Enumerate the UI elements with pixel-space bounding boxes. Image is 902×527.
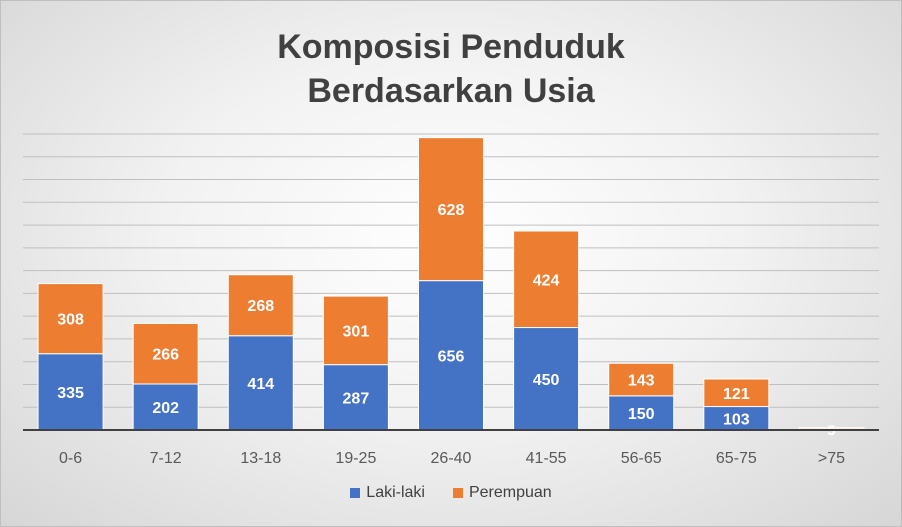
data-label: 268 — [247, 298, 274, 315]
bar-laki-laki — [608, 395, 675, 431]
data-label: 301 — [343, 323, 370, 340]
bar-perempuan — [798, 427, 865, 430]
data-label: 628 — [438, 202, 465, 219]
data-label: 103 — [723, 411, 750, 428]
x-tick-label: 26-40 — [431, 450, 472, 467]
data-label: 143 — [628, 373, 655, 390]
legend-item-perempuan: Perempuan — [452, 484, 552, 502]
data-label: 335 — [57, 385, 84, 402]
bar-perempuan — [132, 322, 199, 385]
data-label: 287 — [343, 390, 370, 407]
chart-title-line-1: Komposisi Penduduk — [277, 28, 625, 66]
x-tick-label: 19-25 — [335, 450, 376, 467]
chart-title-line-2: Berdasarkan Usia — [307, 72, 595, 110]
x-tick-label: 0-6 — [59, 450, 82, 467]
data-label: 202 — [152, 400, 179, 417]
data-label: 266 — [152, 347, 179, 364]
data-label: 308 — [57, 312, 84, 329]
legend-label-laki-laki: Laki-laki — [366, 484, 425, 501]
bar-perempuan — [227, 274, 294, 337]
x-tick-label: 56-65 — [621, 450, 662, 467]
bar-laki-laki — [132, 383, 199, 431]
legend-label-perempuan: Perempuan — [468, 484, 552, 501]
bar-perempuan — [418, 137, 484, 282]
x-tick-label: 65-75 — [716, 450, 757, 467]
bar-laki-laki — [322, 364, 389, 431]
x-tick-label: 7-12 — [150, 450, 182, 467]
bar-laki-laki — [227, 335, 294, 431]
data-label: 414 — [247, 376, 274, 393]
bar-laki-laki — [513, 327, 580, 431]
bar-perempuan — [322, 295, 389, 366]
data-label: 656 — [438, 348, 465, 365]
legend-swatch-perempuan — [452, 488, 463, 498]
bar-perempuan — [608, 362, 675, 397]
x-tick-label: 41-55 — [526, 450, 567, 467]
chart-title: Komposisi Penduduk Berdasarkan Usia — [1, 25, 901, 113]
bar-perempuan — [513, 230, 580, 329]
bar-perempuan — [703, 378, 770, 408]
legend-item-laki-laki: Laki-laki — [350, 484, 425, 502]
x-tick-label: >75 — [818, 450, 845, 467]
x-tick-label: 13-18 — [240, 450, 281, 467]
legend: Laki-laki Perempuan — [1, 484, 901, 502]
data-label: 450 — [533, 372, 560, 389]
data-label: 121 — [723, 386, 750, 403]
bar-perempuan — [37, 283, 104, 355]
data-label: 424 — [533, 272, 560, 289]
bar-laki-laki — [418, 280, 484, 431]
data-label: 150 — [628, 406, 655, 423]
legend-swatch-laki-laki — [350, 488, 361, 498]
